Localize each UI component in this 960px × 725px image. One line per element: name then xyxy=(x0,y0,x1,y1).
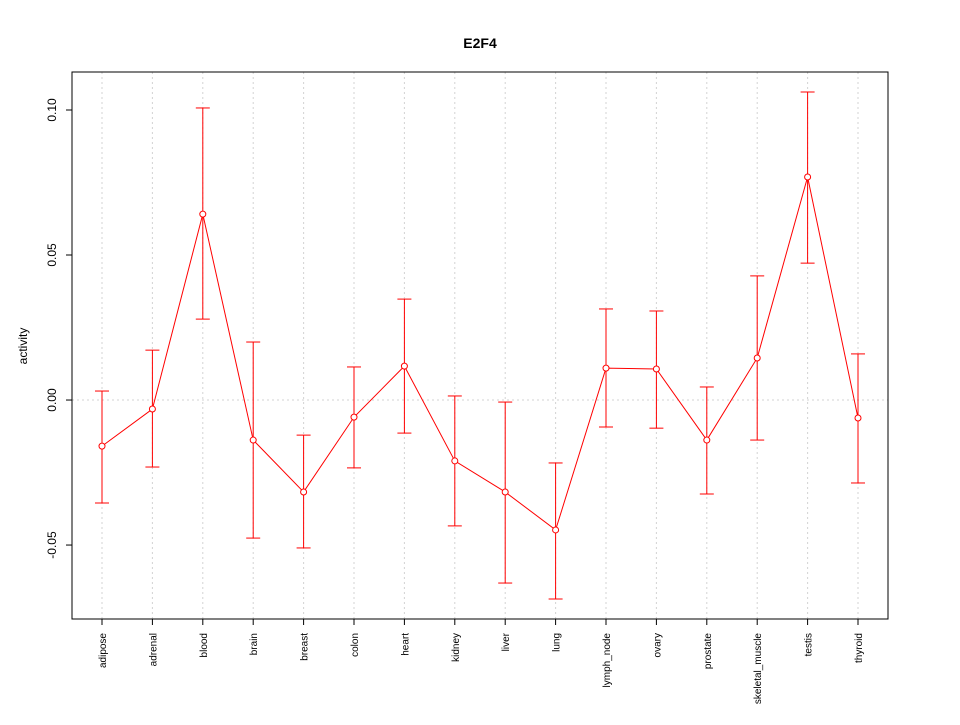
data-point xyxy=(703,436,711,444)
chart-title: E2F4 xyxy=(463,35,497,51)
x-tick-label: brain xyxy=(249,633,260,655)
data-point xyxy=(199,210,207,218)
grid xyxy=(72,72,888,619)
x-tick-label: liver xyxy=(501,632,512,651)
x-tick-label: kidney xyxy=(451,633,462,662)
y-tick-label: 0.05 xyxy=(45,243,59,267)
plot-frame xyxy=(71,71,889,620)
data-marks xyxy=(95,91,865,600)
x-tick-label: testis xyxy=(804,633,815,656)
data-point xyxy=(400,362,408,370)
y-axis-label: activity xyxy=(16,328,30,365)
x-tick-label: breast xyxy=(300,633,311,661)
x-tick-label: adrenal xyxy=(148,633,159,666)
x-tick-label: blood xyxy=(199,633,210,657)
data-point xyxy=(753,354,761,362)
x-tick-label: thyroid xyxy=(854,633,865,663)
x-tick-label: colon xyxy=(350,633,361,657)
data-point xyxy=(350,413,358,421)
x-tick-label: prostate xyxy=(703,633,714,670)
data-point xyxy=(652,365,660,373)
series-line xyxy=(101,176,859,531)
x-tick-label: lung xyxy=(552,633,563,652)
axes: -0.05 0.00 0.05 0.10 adipose adrenal blood brai… xyxy=(45,98,865,704)
data-point xyxy=(804,173,812,181)
data-point xyxy=(602,364,610,372)
y-tick-label: 0.10 xyxy=(45,98,59,122)
y-tick-label: -0.05 xyxy=(45,531,59,559)
data-point xyxy=(300,488,308,496)
data-point xyxy=(552,526,560,534)
y-tick-label: 0.00 xyxy=(45,388,59,412)
data-point xyxy=(854,414,862,422)
data-point xyxy=(501,488,509,496)
x-tick-label: heart xyxy=(400,633,411,656)
x-tick-label: lymph_node xyxy=(602,633,613,688)
data-point xyxy=(98,442,106,450)
data-point xyxy=(249,436,257,444)
x-tick-label: skeletal_muscle xyxy=(753,633,764,705)
data-point xyxy=(148,405,156,413)
x-tick-label: ovary xyxy=(652,633,663,657)
data-point xyxy=(451,457,459,465)
x-tick-label: adipose xyxy=(98,633,109,668)
